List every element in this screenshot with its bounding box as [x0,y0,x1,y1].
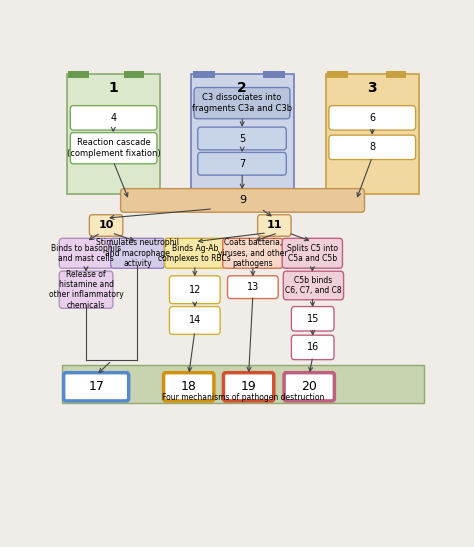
FancyBboxPatch shape [284,373,334,401]
Text: 9: 9 [239,195,246,206]
FancyBboxPatch shape [326,74,419,194]
FancyBboxPatch shape [169,276,220,304]
Text: 15: 15 [307,314,319,324]
FancyBboxPatch shape [193,71,215,78]
FancyBboxPatch shape [90,215,123,236]
FancyBboxPatch shape [124,71,144,78]
FancyBboxPatch shape [328,71,347,78]
Text: 20: 20 [301,380,317,393]
FancyBboxPatch shape [70,132,157,164]
FancyBboxPatch shape [194,88,290,119]
FancyBboxPatch shape [66,74,160,194]
FancyBboxPatch shape [164,238,225,268]
FancyBboxPatch shape [223,373,274,401]
FancyBboxPatch shape [59,271,113,309]
FancyBboxPatch shape [120,189,365,212]
FancyBboxPatch shape [223,238,283,268]
FancyBboxPatch shape [164,373,214,401]
FancyBboxPatch shape [198,127,286,150]
Text: Binds to basophils
and mast cells: Binds to basophils and mast cells [51,243,121,263]
Text: 13: 13 [247,282,259,292]
Text: 7: 7 [239,159,245,169]
Text: Splits C5 into
C5a and C5b: Splits C5 into C5a and C5b [287,243,338,263]
Text: 6: 6 [369,113,375,123]
Text: 2: 2 [237,81,247,95]
FancyBboxPatch shape [191,74,293,194]
FancyBboxPatch shape [228,276,278,299]
Text: 16: 16 [307,342,319,352]
FancyBboxPatch shape [329,135,416,160]
FancyBboxPatch shape [198,153,286,175]
Text: 17: 17 [88,380,104,393]
Text: Reaction cascade
(complement fixation): Reaction cascade (complement fixation) [67,138,160,158]
Text: Coats bacteria,
viruses, and other
pathogens: Coats bacteria, viruses, and other patho… [218,238,288,268]
FancyBboxPatch shape [59,238,113,268]
Text: 18: 18 [181,380,197,393]
Text: 8: 8 [369,142,375,153]
Text: 5: 5 [239,133,245,143]
Text: 10: 10 [99,220,114,230]
Text: Binds Ag-Ab
complexes to RBCs: Binds Ag-Ab complexes to RBCs [158,243,231,263]
FancyBboxPatch shape [258,215,291,236]
FancyBboxPatch shape [64,373,128,401]
Text: 1: 1 [109,81,118,95]
Text: C5b binds
C6, C7, and C8: C5b binds C6, C7, and C8 [285,276,342,295]
Text: Stimulates neutrophil
and macrophage
activity: Stimulates neutrophil and macrophage act… [96,238,179,268]
FancyBboxPatch shape [169,306,220,334]
Text: 14: 14 [189,316,201,325]
FancyBboxPatch shape [110,238,164,268]
Text: 12: 12 [189,284,201,295]
FancyBboxPatch shape [263,71,285,78]
FancyBboxPatch shape [292,335,334,359]
Text: 19: 19 [241,380,256,393]
FancyBboxPatch shape [283,271,344,300]
Text: 4: 4 [110,113,117,123]
Text: 11: 11 [266,220,282,230]
FancyBboxPatch shape [282,238,343,268]
FancyBboxPatch shape [386,71,406,78]
Text: C3 dissociates into
fragments C3a and C3b: C3 dissociates into fragments C3a and C3… [192,94,292,113]
Text: 3: 3 [367,81,377,95]
FancyBboxPatch shape [70,106,157,130]
FancyBboxPatch shape [68,71,89,78]
Text: Four mechanisms of pathogen destruction: Four mechanisms of pathogen destruction [162,393,324,401]
FancyBboxPatch shape [62,365,424,404]
FancyBboxPatch shape [329,106,416,130]
FancyBboxPatch shape [292,306,334,331]
Text: Release of
histamine and
other inflammatory
chemicals: Release of histamine and other inflammat… [49,270,123,310]
